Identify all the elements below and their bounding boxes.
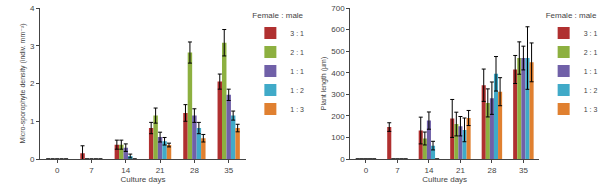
svg-text:Micro-sporophyte density (indi: Micro-sporophyte density (indiv. mm⁻²) (19, 23, 27, 143)
svg-text:Female : male: Female : male (546, 11, 597, 20)
svg-text:0: 0 (55, 166, 60, 175)
svg-text:Female : male: Female : male (252, 11, 303, 20)
svg-text:3 : 1: 3 : 1 (584, 30, 598, 37)
svg-text:400: 400 (331, 69, 345, 78)
svg-text:35: 35 (519, 166, 528, 175)
svg-text:21: 21 (456, 166, 465, 175)
svg-text:Plant length (µm): Plant length (µm) (320, 57, 328, 110)
svg-text:200: 200 (331, 112, 345, 121)
svg-text:1: 1 (30, 117, 35, 126)
svg-text:1 : 3: 1 : 3 (290, 106, 304, 113)
svg-text:0: 0 (340, 155, 345, 164)
svg-text:1 : 3: 1 : 3 (584, 106, 598, 113)
svg-text:1 : 1: 1 : 1 (584, 68, 598, 75)
svg-text:500: 500 (331, 47, 345, 56)
svg-text:1 : 1: 1 : 1 (290, 68, 304, 75)
svg-text:1 : 2: 1 : 2 (290, 87, 304, 94)
svg-text:600: 600 (331, 25, 345, 34)
svg-text:700: 700 (331, 4, 345, 13)
svg-text:4: 4 (30, 4, 35, 13)
svg-text:3: 3 (30, 42, 35, 51)
svg-text:300: 300 (331, 90, 345, 99)
svg-text:7: 7 (89, 166, 94, 175)
svg-text:0: 0 (30, 155, 35, 164)
svg-text:Culture days: Culture days (422, 175, 467, 184)
svg-text:100: 100 (331, 133, 345, 142)
svg-text:2: 2 (30, 79, 35, 88)
svg-text:28: 28 (487, 166, 496, 175)
svg-text:2 : 1: 2 : 1 (584, 49, 598, 56)
svg-text:1 : 2: 1 : 2 (584, 87, 598, 94)
svg-text:21: 21 (156, 166, 165, 175)
svg-text:2 : 1: 2 : 1 (290, 49, 304, 56)
svg-text:Culture days: Culture days (120, 175, 165, 184)
svg-text:7: 7 (395, 166, 400, 175)
svg-text:3 : 1: 3 : 1 (290, 30, 304, 37)
svg-text:14: 14 (424, 166, 433, 175)
svg-text:28: 28 (190, 166, 199, 175)
svg-text:14: 14 (121, 166, 130, 175)
svg-text:0: 0 (364, 166, 369, 175)
svg-text:35: 35 (224, 166, 233, 175)
